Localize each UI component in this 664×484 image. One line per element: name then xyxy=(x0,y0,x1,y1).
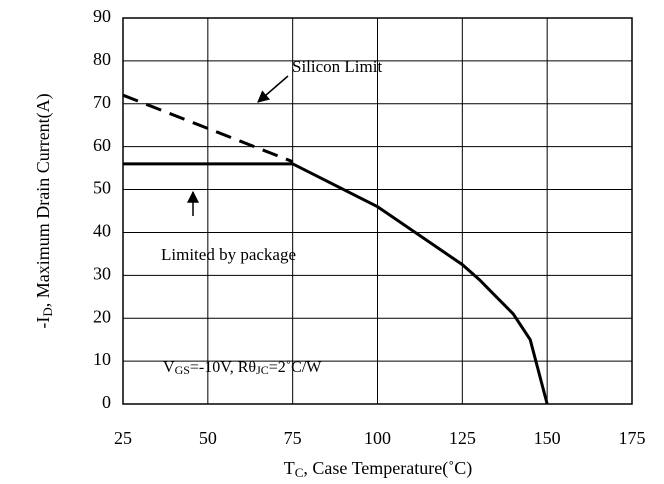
series-line xyxy=(122,93,294,164)
x-axis-label: TC, Case Temperature(˚C) xyxy=(284,458,473,480)
x-tick-label: 150 xyxy=(534,428,561,448)
y-tick-label: 90 xyxy=(93,6,111,26)
x-tick-label: 100 xyxy=(364,428,391,448)
x-tick-label: 125 xyxy=(449,428,476,448)
y-tick-label: 30 xyxy=(93,263,111,283)
y-axis-label: -ID, Maximum Drain Current(A) xyxy=(33,93,55,328)
y-tick-label: 50 xyxy=(93,178,111,198)
x-tick-label: 175 xyxy=(619,428,646,448)
silicon-limit-label: Silicon Limit xyxy=(292,57,382,76)
x-tick-label: 25 xyxy=(114,428,132,448)
annotation: VGS=-10V, RθJC=2˚C/W xyxy=(163,359,322,377)
y-tick-label: 20 xyxy=(93,306,111,326)
y-tick-label: 80 xyxy=(93,49,111,69)
y-tick-label: 60 xyxy=(93,135,111,155)
package-limit-label: Limited by package xyxy=(161,245,296,264)
y-tick-label: 40 xyxy=(93,221,111,241)
series-line xyxy=(123,162,549,405)
arrow xyxy=(257,75,289,103)
x-tick-label: 75 xyxy=(284,428,302,448)
y-tick-label: 70 xyxy=(93,92,111,112)
y-tick-label: 0 xyxy=(102,392,111,412)
y-tick-label: 10 xyxy=(93,349,111,369)
x-tick-label: 50 xyxy=(199,428,217,448)
plot-frame xyxy=(122,17,633,405)
